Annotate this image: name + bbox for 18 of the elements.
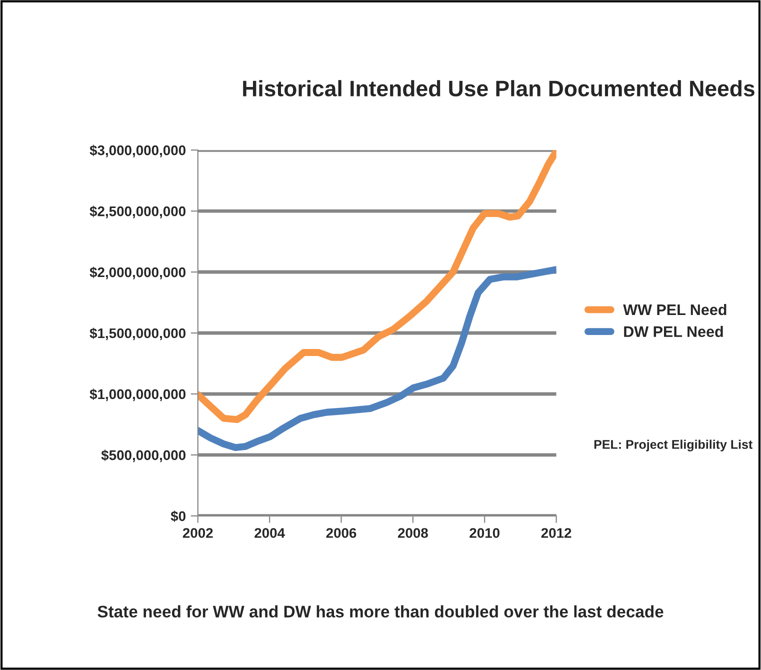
x-tick-label: 2002	[182, 528, 213, 538]
y-tick-label: $0	[170, 510, 186, 522]
legend-label: DW PEL Need	[624, 326, 723, 338]
legend-label: WW PEL Need	[623, 304, 726, 316]
x-tick-label: 2006	[326, 528, 356, 538]
x-tick-label: 2012	[541, 528, 572, 538]
x-tick-label: 2010	[470, 528, 500, 538]
x-tick-label: 2008	[398, 528, 428, 538]
y-tick-label: $2,000,000,000	[90, 266, 186, 280]
y-tick-label: $1,000,000,000	[90, 388, 186, 402]
text: State need for WW and DW has more than doubled over the last decade	[98, 605, 664, 618]
chart-title: Historical Intended Use Plan Documented Needs	[243, 80, 754, 96]
y-tick-label: $1,500,000,000	[90, 328, 186, 340]
text: PEL: Project Eligibility List	[594, 440, 752, 452]
y-tick-label: $3,000,000,000	[90, 144, 186, 158]
x-tick-label: 2004	[254, 528, 285, 538]
y-tick-label: $2,500,000,000	[90, 206, 186, 218]
y-tick-label: $500,000,000	[101, 450, 186, 462]
